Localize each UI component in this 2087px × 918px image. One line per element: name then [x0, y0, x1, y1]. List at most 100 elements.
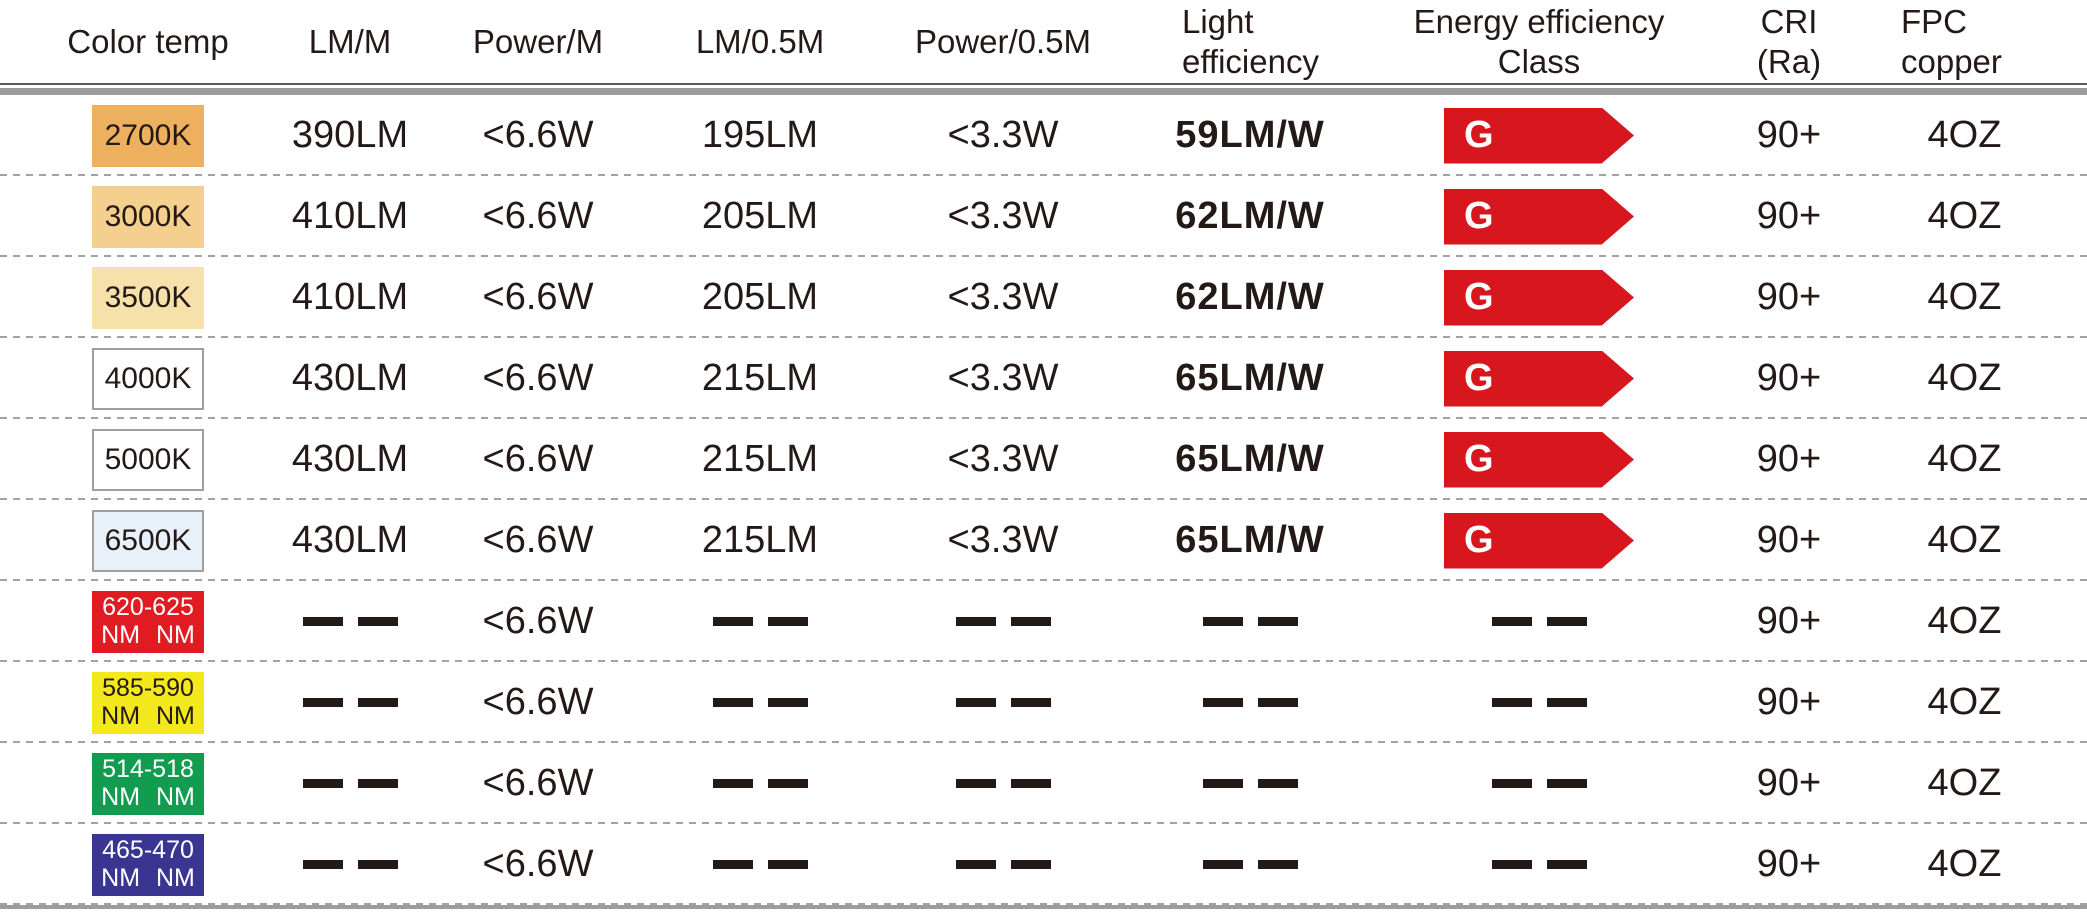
no-data-dashes — [1491, 779, 1587, 788]
cell-color-temp: 3500K — [0, 257, 296, 338]
cell-power-m: <6.6W — [404, 662, 672, 743]
value: <6.6W — [482, 762, 594, 804]
value: <3.3W — [947, 195, 1059, 237]
cell-lm-m — [296, 662, 404, 743]
cell-cri: 90+ — [1736, 257, 1842, 338]
no-data-dashes — [302, 617, 398, 626]
value: 90+ — [1756, 357, 1822, 399]
cell-lm-05m — [672, 743, 848, 824]
cell-cri: 90+ — [1736, 743, 1842, 824]
col-header-light-efficiency: Light efficiency — [1158, 0, 1342, 83]
col-header-label-line2: efficiency — [1182, 42, 1319, 80]
color-swatch-3500k: 3500K — [92, 266, 204, 329]
no-data-dashes — [1202, 698, 1298, 707]
value: <3.3W — [947, 276, 1059, 318]
swatch-label-line1: 514-518 — [102, 755, 194, 783]
cell-fpc: 4OZ — [1842, 824, 2087, 905]
cell-lm-05m: 215LM — [672, 338, 848, 419]
table-header-row: Color temp LM/M Power/M LM/0.5M Power/0.… — [0, 0, 2087, 83]
cell-color-temp: 620-625 NM NM — [0, 581, 296, 662]
cell-cri: 90+ — [1736, 95, 1842, 176]
value: 4OZ — [1927, 438, 2002, 480]
value: 59LM/W — [1175, 114, 1325, 156]
cell-power-m: <6.6W — [404, 824, 672, 905]
cell-lm-05m: 215LM — [672, 500, 848, 581]
cell-cri: 90+ — [1736, 176, 1842, 257]
col-header-energy-class: Energy efficiency Class — [1342, 0, 1736, 83]
color-swatch-blue-465-470nm: 465-470 NM NM — [92, 833, 204, 896]
value: 65LM/W — [1175, 519, 1325, 561]
cell-lm-05m — [672, 662, 848, 743]
cell-fpc: 4OZ — [1842, 419, 2087, 500]
cell-fpc: 4OZ — [1842, 176, 2087, 257]
color-swatch-yellow-585-590nm: 585-590 NM NM — [92, 671, 204, 734]
cell-power-m: <6.6W — [404, 338, 672, 419]
cell-color-temp: 465-470 NM NM — [0, 824, 296, 905]
col-header-label: Power/0.5M — [914, 22, 1092, 60]
swatch-label: 5000K — [104, 443, 192, 476]
cell-power-05m: <3.3W — [848, 257, 1158, 338]
cell-power-m: <6.6W — [404, 176, 672, 257]
value: <6.6W — [482, 843, 594, 885]
col-header-power-m: Power/M — [404, 0, 672, 83]
cell-cri: 90+ — [1736, 338, 1842, 419]
table-row: 2700K 390LM <6.6W 195LM <3.3W 59LM/W G 9… — [0, 95, 2087, 176]
value: <3.3W — [947, 357, 1059, 399]
cell-cri: 90+ — [1736, 581, 1842, 662]
value: 4OZ — [1927, 762, 2002, 804]
value: 4OZ — [1927, 600, 2002, 642]
cell-cri: 90+ — [1736, 662, 1842, 743]
badge-label: G — [1464, 519, 1494, 561]
cell-light-efficiency: 65LM/W — [1158, 338, 1342, 419]
swatch-label-line2: NM NM — [101, 863, 195, 892]
cell-energy-class: G — [1342, 500, 1736, 581]
swatch-label: 4000K — [104, 362, 192, 395]
no-data-dashes — [955, 860, 1051, 869]
cell-power-05m — [848, 581, 1158, 662]
value: 430LM — [291, 438, 409, 480]
cell-light-efficiency: 62LM/W — [1158, 176, 1342, 257]
cell-lm-m: 430LM — [292, 419, 408, 500]
value: <6.6W — [482, 519, 594, 561]
value: 4OZ — [1927, 276, 2002, 318]
no-data-dashes — [1202, 617, 1298, 626]
cell-power-m: <6.6W — [404, 581, 672, 662]
value: 215LM — [701, 357, 819, 399]
value: <6.6W — [482, 276, 594, 318]
col-header-label: LM/0.5M — [695, 22, 825, 60]
value: 205LM — [701, 195, 819, 237]
cell-fpc: 4OZ — [1842, 743, 2087, 824]
value: 4OZ — [1927, 519, 2002, 561]
col-header-label: Color temp — [67, 22, 229, 60]
cell-power-05m — [848, 662, 1158, 743]
col-header-label-line2: (Ra) — [1756, 42, 1822, 80]
cell-cri: 90+ — [1736, 419, 1842, 500]
cell-fpc: 4OZ — [1842, 338, 2087, 419]
table-bottom-rule — [0, 905, 2087, 909]
cell-color-temp: 585-590 NM NM — [0, 662, 296, 743]
cell-energy-class: G — [1342, 419, 1736, 500]
col-header-label-line1: Light — [1182, 2, 1254, 40]
cell-lm-05m: 205LM — [672, 257, 848, 338]
value: 90+ — [1756, 438, 1822, 480]
no-data-dashes — [712, 698, 808, 707]
col-header-cri: CRI (Ra) — [1736, 0, 1842, 83]
value: 90+ — [1756, 114, 1822, 156]
cell-power-05m: <3.3W — [848, 176, 1158, 257]
cell-fpc: 4OZ — [1842, 95, 2087, 176]
table-row: 3500K 410LM <6.6W 205LM <3.3W 62LM/W G 9… — [0, 257, 2087, 338]
cell-color-temp: 4000K — [0, 338, 296, 419]
table-row: 6500K 430LM <6.6W 215LM <3.3W 65LM/W G 9… — [0, 500, 2087, 581]
cell-light-efficiency: 62LM/W — [1158, 257, 1342, 338]
cell-lm-m: 430LM — [292, 338, 408, 419]
col-header-lm-m: LM/M — [296, 0, 404, 83]
cell-lm-05m: 205LM — [672, 176, 848, 257]
col-header-label-line1: Energy efficiency — [1413, 2, 1665, 40]
col-header-label: Power/M — [472, 22, 604, 60]
value: 62LM/W — [1175, 276, 1325, 318]
value: 90+ — [1756, 843, 1822, 885]
cell-energy-class: G — [1342, 338, 1736, 419]
cell-power-05m: <3.3W — [848, 419, 1158, 500]
col-header-lm-05m: LM/0.5M — [672, 0, 848, 83]
cell-energy-class: G — [1342, 176, 1736, 257]
